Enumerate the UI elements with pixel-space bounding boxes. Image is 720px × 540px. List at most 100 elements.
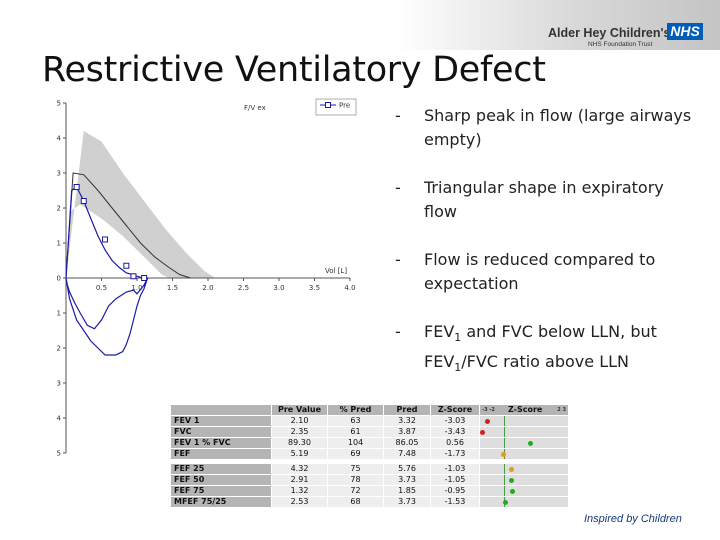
x-tick-label: 1.0 bbox=[131, 284, 142, 292]
header-band bbox=[0, 0, 720, 50]
column-header: % Pred bbox=[327, 404, 384, 416]
y-tick-label: 5 bbox=[57, 100, 61, 108]
bullet-list: - Sharp peak in flow (large airways empty… bbox=[395, 104, 695, 404]
lln-line bbox=[504, 475, 506, 485]
trust-name: NHS Foundation Trust bbox=[588, 41, 653, 48]
bullet-item: - Flow is reduced compared to expectation bbox=[395, 248, 695, 296]
pre-value-cell: 1.32 bbox=[271, 485, 328, 497]
column-header: Pred bbox=[383, 404, 431, 416]
pre-value-cell: 2.91 bbox=[271, 474, 328, 486]
pre-marker bbox=[123, 262, 130, 269]
y-tick-label: 2 bbox=[57, 205, 61, 213]
percent-pred-cell: 63 bbox=[327, 415, 384, 427]
zscore-cell: 0.56 bbox=[430, 437, 480, 449]
zscore-plot-cell bbox=[479, 426, 569, 438]
column-header: Z-Score bbox=[430, 404, 480, 416]
table-row: FEF 50 2.91 78 3.73 -1.05 bbox=[170, 474, 569, 486]
zscore-plot-cell bbox=[479, 415, 569, 427]
slide-title: Restrictive Ventilatory Defect bbox=[42, 50, 546, 90]
zscore-plot-cell bbox=[479, 485, 569, 497]
zscore-plot-header: -3 -2 Z-Score 2 3 bbox=[479, 404, 569, 416]
zscore-dot bbox=[508, 478, 514, 483]
lln-line bbox=[504, 438, 506, 448]
zscore-dot bbox=[485, 419, 491, 424]
bullet-text-part: and FVC below LLN, but FEV bbox=[424, 322, 657, 372]
brand-name: Alder Hey Children's bbox=[548, 26, 671, 40]
x-tick-label: 0.5 bbox=[96, 284, 107, 292]
x-tick-label: 2.5 bbox=[238, 284, 249, 292]
y-tick-label: 1 bbox=[57, 310, 61, 318]
table-row: FEV 1 2.10 63 3.32 -3.03 bbox=[170, 415, 569, 427]
x-tick-label: 2.0 bbox=[202, 284, 213, 292]
gap-cell bbox=[170, 459, 569, 464]
bullet-item: - Sharp peak in flow (large airways empty… bbox=[395, 104, 695, 152]
zscore-plot-cell bbox=[479, 437, 569, 449]
pre-value-cell: 2.10 bbox=[271, 415, 328, 427]
pre-value-cell: 5.19 bbox=[271, 448, 328, 460]
bullet-dash: - bbox=[395, 106, 401, 125]
table-row: MFEF 75/25 2.53 68 3.73 -1.53 bbox=[170, 496, 569, 508]
bullet-item: - Triangular shape in expiratory flow bbox=[395, 176, 695, 224]
pred-cell: 3.73 bbox=[383, 474, 431, 486]
pred-cell: 7.48 bbox=[383, 448, 431, 460]
bullet-dash: - bbox=[395, 322, 401, 341]
row-label: FEF 25 bbox=[170, 463, 272, 475]
y-tick-label: 2 bbox=[57, 345, 61, 353]
zscore-dot bbox=[509, 467, 515, 472]
percent-pred-cell: 75 bbox=[327, 463, 384, 475]
bullet-text: Sharp peak in flow (large airways empty) bbox=[424, 106, 692, 149]
zscore-scale-right: 2 3 bbox=[557, 407, 566, 413]
table-header-row: Pre Value % Pred Pred Z-Score -3 -2 Z-Sc… bbox=[170, 404, 569, 416]
zscore-scale-left: -3 -2 bbox=[482, 407, 495, 413]
bullet-text: Triangular shape in expiratory flow bbox=[424, 178, 664, 221]
row-label: FEV 1 % FVC bbox=[170, 437, 272, 449]
row-label: FVC bbox=[170, 426, 272, 438]
lln-line bbox=[504, 416, 506, 426]
pre-marker bbox=[80, 198, 87, 204]
zscore-cell: -0.95 bbox=[430, 485, 480, 497]
lln-line bbox=[504, 464, 506, 474]
percent-pred-cell: 104 bbox=[327, 437, 384, 449]
bullet-dash: - bbox=[395, 178, 401, 197]
percent-pred-cell: 61 bbox=[327, 426, 384, 438]
column-header bbox=[170, 404, 272, 416]
row-label: MFEF 75/25 bbox=[170, 496, 272, 508]
zscore-plot-cell bbox=[479, 474, 569, 486]
bullet-text-part: /FVC ratio above LLN bbox=[461, 352, 629, 372]
subscript: 1 bbox=[454, 361, 462, 375]
x-tick-label: 3.5 bbox=[309, 284, 320, 292]
table-row: FEF 75 1.32 72 1.85 -0.95 bbox=[170, 485, 569, 497]
row-label: FEF bbox=[170, 448, 272, 460]
pre-marker bbox=[73, 184, 80, 190]
pre-value-cell: 89.30 bbox=[271, 437, 328, 449]
percent-pred-cell: 72 bbox=[327, 485, 384, 497]
table-row: FEF 5.19 69 7.48 -1.73 bbox=[170, 448, 569, 460]
pre-value-cell: 4.32 bbox=[271, 463, 328, 475]
table-row: FVC 2.35 61 3.87 -3.43 bbox=[170, 426, 569, 438]
x-tick-label: 1.5 bbox=[167, 284, 178, 292]
predicted-curve bbox=[65, 172, 191, 279]
pred-cell: 3.87 bbox=[383, 426, 431, 438]
column-header: Z-Score bbox=[508, 405, 543, 414]
row-label: FEF 50 bbox=[170, 474, 272, 486]
x-axis-label: Vol [L] bbox=[325, 267, 347, 275]
percent-pred-cell: 68 bbox=[327, 496, 384, 508]
y-tick-label: 4 bbox=[57, 135, 62, 143]
zscore-plot-cell bbox=[479, 463, 569, 475]
zscore-dot bbox=[500, 452, 506, 457]
zscore-cell: -3.43 bbox=[430, 426, 480, 438]
pred-cell: 86.05 bbox=[383, 437, 431, 449]
pred-cell: 3.73 bbox=[383, 496, 431, 508]
row-label: FEV 1 bbox=[170, 415, 272, 427]
chart-title: F/V ex bbox=[244, 104, 266, 112]
pre-curve bbox=[65, 186, 149, 356]
y-tick-label: 0 bbox=[57, 275, 61, 283]
bullet-dash: - bbox=[395, 250, 401, 269]
bullet-text-part: FEV bbox=[424, 322, 455, 341]
pre-marker bbox=[141, 275, 148, 281]
zscore-dot bbox=[480, 430, 486, 435]
table-row: FEV 1 % FVC 89.30 104 86.05 0.56 bbox=[170, 437, 569, 449]
subscript: 1 bbox=[454, 331, 462, 345]
pre-marker bbox=[130, 273, 137, 280]
percent-pred-cell: 69 bbox=[327, 448, 384, 460]
